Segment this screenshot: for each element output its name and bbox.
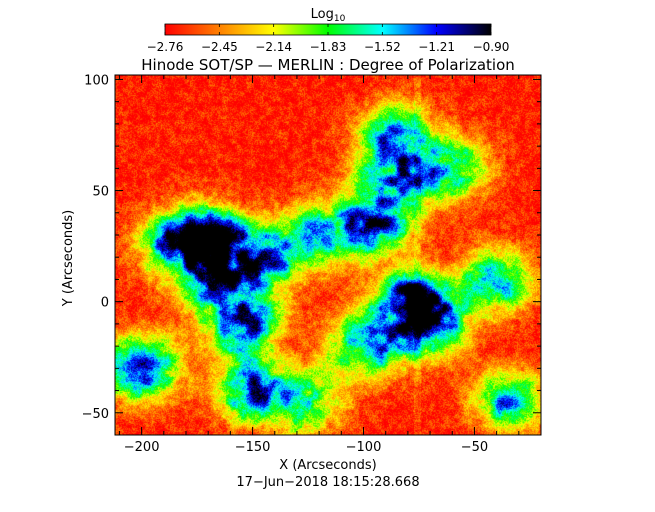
y-tick-label: −50	[82, 407, 109, 422]
x-tick-label: −100	[346, 440, 382, 455]
colorbar-ticks: −2.76 −2.45 −2.14 −1.83 −1.52 −1.21 −0.90	[147, 24, 510, 54]
plot-frame	[114, 74, 542, 436]
colorbar-tick-label: −1.52	[364, 40, 401, 54]
colorbar-tick-label: −1.21	[418, 40, 455, 54]
x-tick-label: −150	[235, 440, 271, 455]
colorbar-label-subscript: 10	[334, 14, 346, 24]
chart-title: Hinode SOT/SP — MERLIN : Degree of Polar…	[141, 56, 515, 74]
y-axis-label: Y (Arcseconds)	[61, 210, 76, 307]
colorbar-tick-label: −2.45	[201, 40, 238, 54]
y-tick-label: 50	[92, 185, 109, 200]
colorbar-label-base: Log	[311, 7, 334, 22]
colorbar-tick-label: −1.83	[310, 40, 347, 54]
x-tick-label: −50	[461, 440, 488, 455]
colorbar-tick-label: −2.76	[147, 40, 184, 54]
colorbar-tick-label: −2.14	[255, 40, 292, 54]
y-tick-label: 0	[101, 296, 109, 311]
colorbar-label: Log10	[311, 7, 346, 24]
x-axis-label: X (Arcseconds)	[279, 458, 376, 473]
y-tick-label: 100	[84, 73, 109, 88]
heatmap-image	[115, 75, 541, 435]
colorbar-tick-label: −0.90	[473, 40, 510, 54]
axes: −200 −150 −100 −50 −50 0 50 100	[82, 73, 542, 455]
heatmap-image-container	[115, 75, 541, 435]
x-tick-label: −200	[124, 440, 160, 455]
timestamp: 17−Jun−2018 18:15:28.668	[236, 475, 419, 490]
